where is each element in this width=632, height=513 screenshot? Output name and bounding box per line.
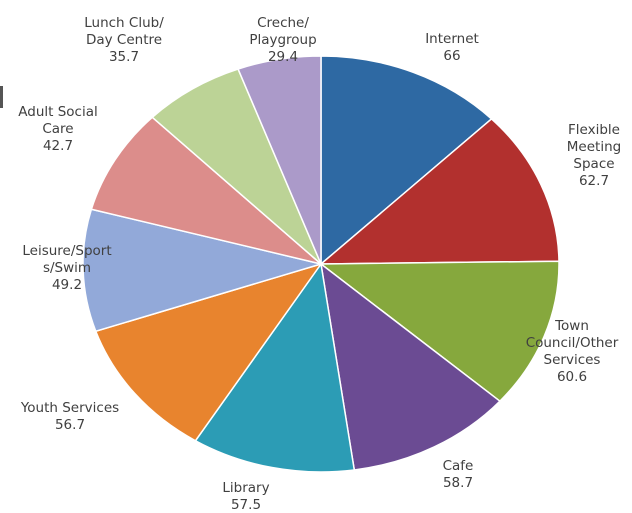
- slice-value: 42.7: [43, 138, 73, 154]
- slice-name-line: Services: [544, 352, 601, 368]
- slice-name-line: Council/Other: [526, 335, 619, 351]
- slice-label-flexible-meeting-space: Flexible Meeting Space 62.7: [567, 122, 621, 189]
- slice-label-adult-social-care: Adult Social Care 42.7: [18, 104, 97, 154]
- pie-slice-creche-playgroup: [237, 55, 322, 265]
- slice-value: 60.6: [557, 369, 587, 385]
- slice-name-line: Internet: [425, 31, 479, 47]
- slice-value: 66: [443, 48, 460, 64]
- slice-name-line: Flexible: [568, 122, 620, 138]
- pie-slice-town-council-other-services: [318, 260, 560, 403]
- slice-name-line: Day Centre: [86, 32, 162, 48]
- slice-name-line: Leisure/Sport: [22, 243, 111, 259]
- slice-name-line: Meeting: [567, 139, 621, 155]
- slice-name-line: Space: [573, 156, 614, 172]
- pie-labels: Internet 66 Flexible Meeting Space 62.7 Town Co…: [18, 15, 621, 513]
- slice-value: 35.7: [109, 49, 139, 65]
- slice-name-line: Playgroup: [249, 32, 316, 48]
- slice-name-line: Library: [222, 480, 269, 496]
- pie-slice-internet: [320, 55, 493, 266]
- pie-slice-cafe: [319, 262, 502, 471]
- pie-slice-flexible-meeting-space: [318, 117, 560, 265]
- slice-name-line: Adult Social: [18, 104, 97, 120]
- slice-value: 49.2: [52, 277, 82, 293]
- slice-value: 58.7: [443, 475, 473, 491]
- slice-label-internet: Internet 66: [425, 31, 479, 64]
- slice-label-youth-services: Youth Services 56.7: [20, 400, 119, 433]
- slice-name-line: Town: [554, 318, 589, 334]
- slice-value: 57.5: [231, 497, 261, 513]
- slice-name-line: Creche/: [257, 15, 309, 31]
- slice-label-library: Library 57.5: [222, 480, 269, 513]
- pie-slices: [82, 55, 560, 473]
- slice-name-line: Care: [42, 121, 73, 137]
- slice-value: 29.4: [268, 49, 298, 65]
- slice-name-line: Youth Services: [20, 400, 119, 416]
- pie-slice-youth-services: [94, 262, 323, 442]
- slice-label-town-council-other-services: Town Council/Other Services 60.6: [526, 318, 619, 385]
- edge-mark: [0, 86, 3, 108]
- slice-label-creche-playgroup: Creche/Playgroup 29.4: [249, 15, 316, 65]
- pie-slice-leisure-sports-swim: [82, 208, 324, 333]
- slice-value: 56.7: [55, 417, 85, 433]
- slice-name-line: Cafe: [443, 458, 474, 474]
- slice-name-line: s/Swim: [43, 260, 91, 276]
- pie-slice-adult-social-care: [90, 116, 322, 265]
- pie-slice-library: [194, 262, 356, 473]
- slice-label-leisure-sports-swim: Leisure/Sport s/Swim 49.2: [22, 243, 111, 293]
- slice-label-cafe: Cafe 58.7: [443, 458, 474, 491]
- slice-name-line: Lunch Club/: [84, 15, 164, 31]
- slice-label-lunch-club-day-centre: Lunch Club/Day Centre 35.7: [84, 15, 164, 65]
- slice-value: 62.7: [579, 173, 609, 189]
